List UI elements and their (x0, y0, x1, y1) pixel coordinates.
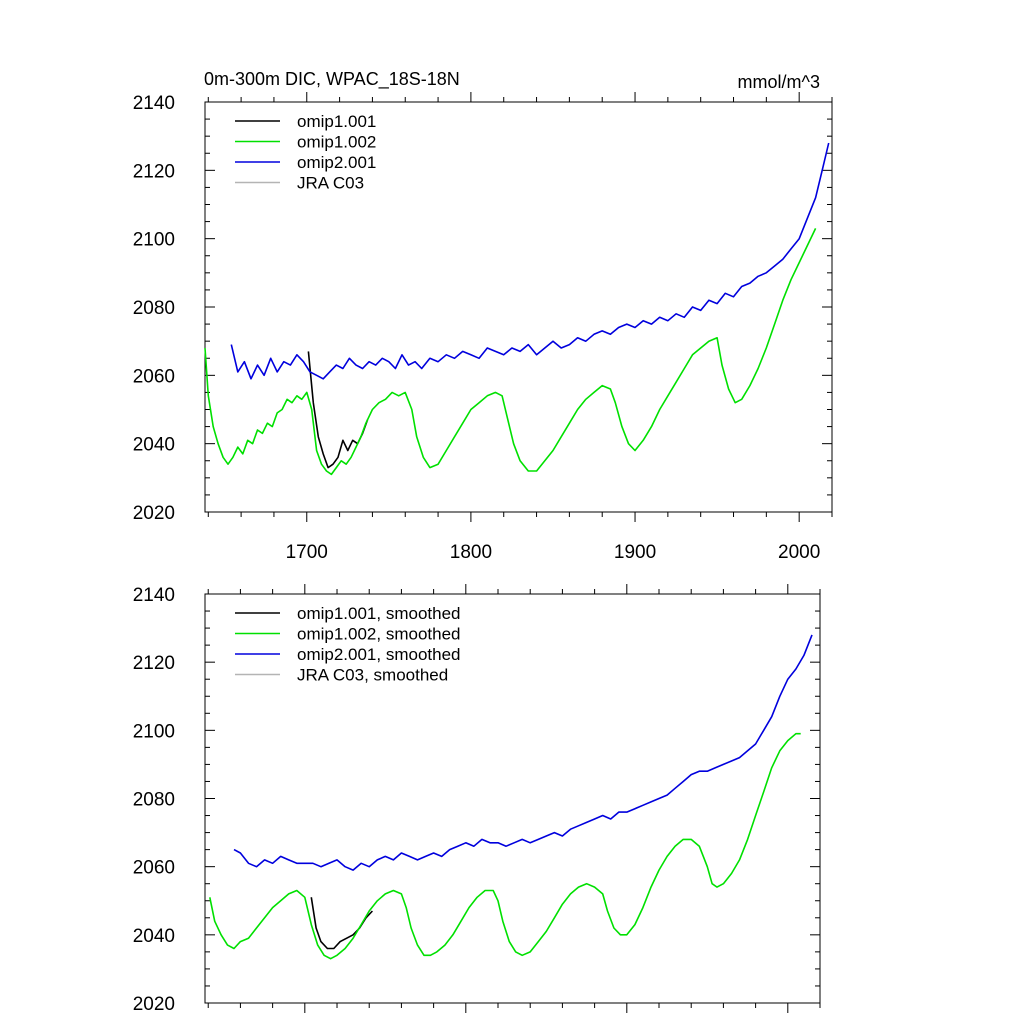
series-line-omip1-002 (204, 228, 817, 476)
legend-label: omip1.002 (297, 133, 376, 152)
x-tick-label: 1800 (450, 542, 492, 563)
y-tick-label: 2020 (133, 994, 175, 1015)
chart-title: 0m-300m DIC, WPAC_18S-18N (204, 69, 460, 90)
legend-label: JRA C03 (297, 174, 364, 193)
y-tick-label: 2060 (133, 366, 175, 387)
legend-label: omip2.001 (297, 153, 376, 172)
series-line-omip1-001-smoothed (310, 897, 373, 950)
legend-label: JRA C03, smoothed (297, 666, 448, 685)
series-line-omip1-002-smoothed (209, 732, 801, 960)
x-tick-label: 1700 (286, 542, 328, 563)
x-tick-label: 1900 (614, 542, 656, 563)
y-tick-label: 2120 (133, 653, 175, 674)
top-panel: 2020 2040 2060 2080 2100 2120 2140 1700 1800 1900… (133, 92, 833, 563)
y-tick-label: 2080 (133, 790, 175, 811)
series-line-omip2-001 (230, 142, 830, 380)
y-tick-label: 2060 (133, 858, 175, 879)
y-tick-label: 2120 (133, 161, 175, 182)
series-line-omip2-001-smoothed (233, 634, 813, 871)
legend-label: omip1.001 (297, 112, 376, 131)
legend-label: omip2.001, smoothed (297, 645, 461, 664)
y-tick-label: 2040 (133, 435, 175, 456)
y-tick-label: 2080 (133, 298, 175, 319)
y-tick-label: 2040 (133, 926, 175, 947)
legend-label: omip1.002, smoothed (297, 625, 461, 644)
y-tick-label: 2020 (133, 503, 175, 524)
y-tick-label: 2100 (133, 230, 175, 251)
bottom-panel: 2020 2040 2060 2080 2100 2120 2140 omip1.001, s… (133, 584, 821, 1015)
legend-label: omip1.001, smoothed (297, 604, 461, 623)
x-tick-label: 2000 (778, 542, 820, 563)
units-label: mmol/m^3 (738, 72, 820, 92)
y-tick-label: 2100 (133, 721, 175, 742)
y-tick-label: 2140 (133, 585, 175, 606)
y-tick-label: 2140 (133, 93, 175, 114)
